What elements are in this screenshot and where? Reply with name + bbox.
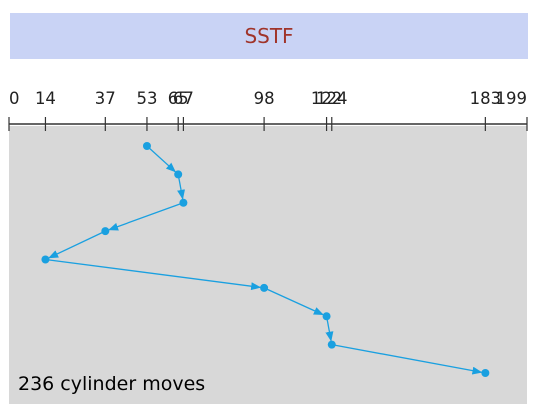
- path-segment: [325, 316, 334, 342]
- request-point: [142, 142, 151, 150]
- title-banner: SSTF: [10, 13, 528, 59]
- tick-label: 37: [95, 89, 116, 108]
- cylinder-moves-caption: 236 cylinder moves: [18, 373, 205, 395]
- request-point: [481, 369, 490, 377]
- tick-label: 122: [311, 89, 343, 108]
- path-segment: [331, 343, 483, 375]
- tick-label: 67: [173, 89, 194, 108]
- tick-label: 14: [35, 89, 56, 108]
- tick-label: 65: [168, 89, 189, 108]
- path-segment: [45, 258, 262, 291]
- request-point: [179, 198, 188, 207]
- path-segment: [108, 202, 184, 231]
- tick-label: 53: [136, 89, 157, 108]
- tick-label: 0: [9, 89, 20, 108]
- request-point: [41, 255, 50, 264]
- request-point: [174, 170, 183, 179]
- tick-label: 98: [254, 89, 275, 108]
- path-segment: [146, 145, 176, 173]
- request-point: [260, 283, 269, 292]
- diagram-title: SSTF: [244, 24, 294, 48]
- path-segment: [263, 287, 324, 316]
- path-segment: [177, 174, 185, 200]
- request-point: [327, 340, 336, 349]
- request-point: [101, 227, 110, 236]
- tick-label: 199: [496, 89, 528, 108]
- path-segment: [48, 230, 106, 259]
- head-path: [41, 142, 490, 377]
- tick-label: 183: [470, 89, 502, 108]
- plot-area: [9, 126, 527, 404]
- request-point: [322, 312, 331, 321]
- tick-label: 124: [316, 89, 348, 108]
